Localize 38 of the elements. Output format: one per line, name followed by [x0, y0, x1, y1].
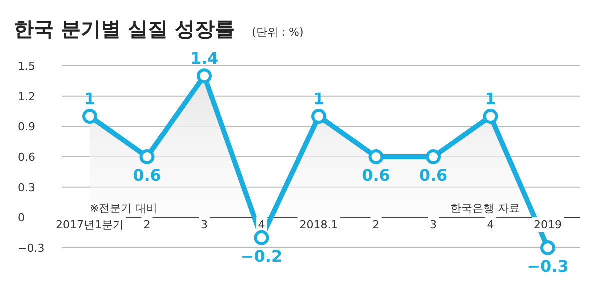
point: [140, 150, 155, 164]
annotation: 한국은행 자료: [450, 202, 520, 215]
chart-subtitle: (단위 : %): [252, 26, 304, 39]
x-tick-label: 2017년1분기: [56, 218, 124, 232]
point: [197, 68, 212, 84]
point: [426, 150, 441, 164]
x-tick-label: 4: [258, 218, 266, 232]
point: [540, 240, 556, 256]
data-label: 1.4: [190, 49, 219, 68]
y-tick-label: 0.9: [18, 120, 36, 134]
data-label: −0.2: [240, 246, 283, 266]
x-tick-label: 2018.1: [300, 218, 338, 232]
data-label: 1: [84, 90, 96, 109]
y-tick-label: 0.6: [18, 151, 36, 164]
y-tick-label: 1.2: [18, 90, 36, 104]
data-label: 0.6: [133, 166, 162, 185]
point: [82, 109, 98, 124]
point: [312, 109, 326, 124]
y-tick-label: 1.5: [18, 60, 36, 73]
y-tick-label: 0: [18, 212, 25, 225]
data-label: 1: [485, 90, 496, 109]
x-tick-label: 4: [487, 218, 494, 232]
x-tick-label: 3: [201, 218, 208, 232]
y-tick-label: 0.3: [18, 181, 36, 194]
x-tick-label: 2: [144, 218, 151, 232]
point: [254, 230, 270, 246]
data-label: 0.6: [419, 166, 448, 185]
x-tick-label: 2019: [534, 218, 562, 232]
x-tick-label: 2: [372, 218, 380, 232]
data-label: 1: [313, 90, 325, 109]
chart-title: 한국 분기별 실질 성장률: [14, 17, 235, 41]
point: [483, 109, 498, 124]
annotation: ※전분기 대비: [90, 202, 158, 215]
y-tick-label: −0.3: [18, 242, 45, 255]
data-label: 0.6: [362, 166, 390, 185]
x-tick-label: 3: [430, 218, 437, 232]
point: [368, 150, 384, 164]
data-label: −0.3: [527, 257, 569, 276]
